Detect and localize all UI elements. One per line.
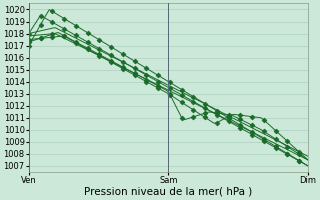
X-axis label: Pression niveau de la mer( hPa ): Pression niveau de la mer( hPa ) (84, 187, 252, 197)
